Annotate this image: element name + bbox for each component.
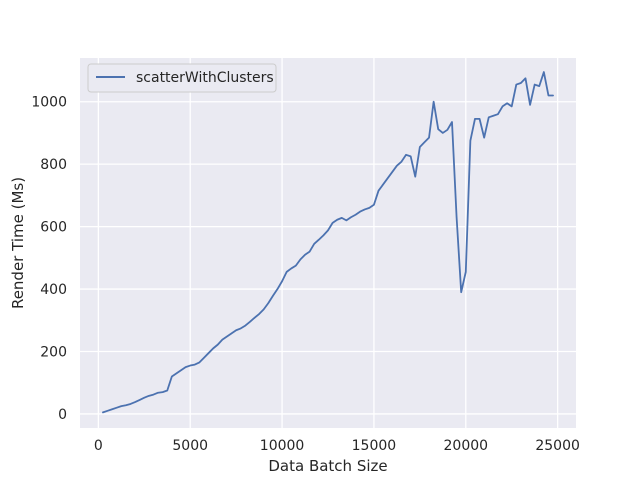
plot-area: [80, 58, 576, 428]
y-tick-label: 600: [40, 220, 67, 236]
x-tick-label: 0: [94, 438, 103, 454]
y-tick-label: 800: [40, 157, 67, 173]
y-axis-label: Render Time (Ms): [9, 177, 27, 309]
x-tick-label: 10000: [260, 438, 305, 454]
x-tick-label: 20000: [444, 438, 489, 454]
legend-label: scatterWithClusters: [136, 70, 274, 86]
y-tick-label: 400: [40, 282, 67, 298]
x-tick-label: 5000: [172, 438, 208, 454]
x-axis-label: Data Batch Size: [268, 457, 387, 475]
y-tick-label: 1000: [31, 95, 67, 111]
y-tick-labels: 0 200 400 600 800 1000: [31, 95, 67, 423]
series-line-0: [102, 71, 554, 414]
x-tick-labels: 0 5000 10000 15000 20000 25000: [94, 438, 580, 454]
y-tick-label: 200: [40, 345, 67, 361]
x-tick-label: 25000: [535, 438, 580, 454]
grid-lines: [80, 58, 576, 428]
series-layer: [102, 71, 554, 414]
y-tick-label: 0: [58, 407, 67, 423]
x-tick-label: 15000: [352, 438, 397, 454]
legend: scatterWithClusters: [87, 63, 277, 93]
legend-box: [87, 63, 277, 93]
